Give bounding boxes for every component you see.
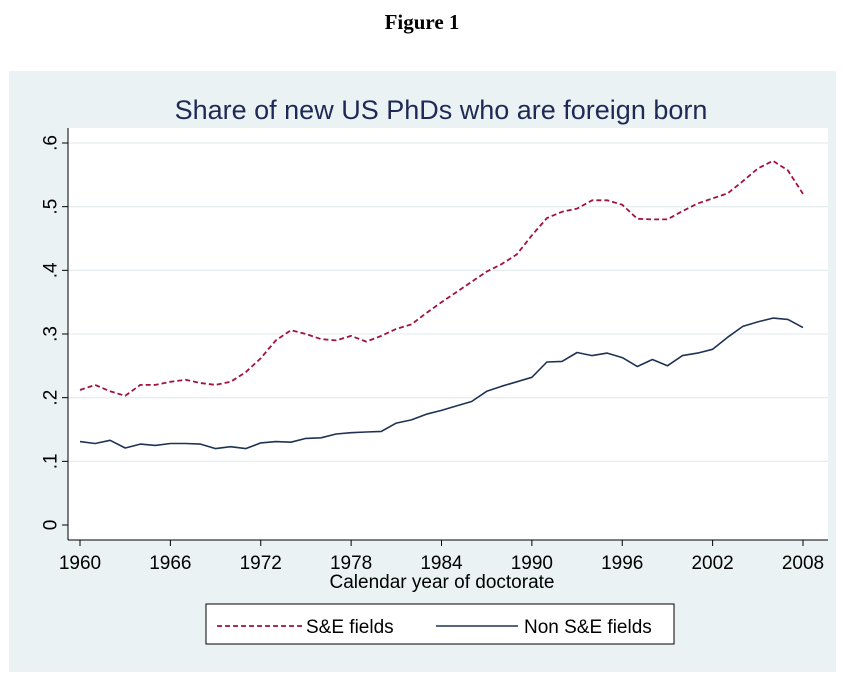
chart-title: Share of new US PhDs who are foreign bor…: [175, 95, 708, 125]
x-tick-label: 1996: [601, 553, 643, 574]
chart-container: Share of new US PhDs who are foreign bor…: [9, 71, 836, 672]
x-tick-label: 2002: [691, 553, 733, 574]
legend-label-non-se-fields: Non S&E fields: [524, 617, 652, 638]
line-chart: Share of new US PhDs who are foreign bor…: [41, 95, 828, 645]
y-tick-label: .1: [41, 453, 62, 469]
y-tick-label: .4: [41, 262, 62, 278]
legend: S&E fields Non S&E fields: [205, 603, 675, 645]
legend-label-se-fields: S&E fields: [306, 617, 394, 638]
y-tick-label: .6: [41, 135, 62, 151]
y-tick-label: .2: [41, 390, 62, 406]
y-tick-label: .5: [41, 199, 62, 215]
x-tick-label: 1978: [330, 553, 372, 574]
x-tick-label: 1972: [240, 553, 282, 574]
x-tick-label: 1984: [420, 553, 463, 574]
x-tick-label: 1960: [59, 553, 101, 574]
figure-heading: Figure 1: [384, 10, 460, 34]
y-tick-label: 0: [41, 520, 62, 531]
series-line-se-fields: [79, 159, 804, 397]
data-series: [79, 159, 804, 450]
legend-box: [205, 603, 675, 645]
x-tick-label: 2008: [782, 553, 824, 574]
x-tick-label: 1990: [511, 553, 553, 574]
gridlines: [68, 142, 828, 462]
axes: 0 .1 .2 .3 .4 .5 .6 1960 1966 1972 1978 1984 1990 199…: [41, 128, 828, 574]
x-tick-label: 1966: [149, 553, 191, 574]
y-tick-label: .3: [41, 326, 62, 342]
series-line-non-se-fields: [79, 317, 804, 450]
x-axis-title: Calendar year of doctorate: [330, 572, 555, 593]
